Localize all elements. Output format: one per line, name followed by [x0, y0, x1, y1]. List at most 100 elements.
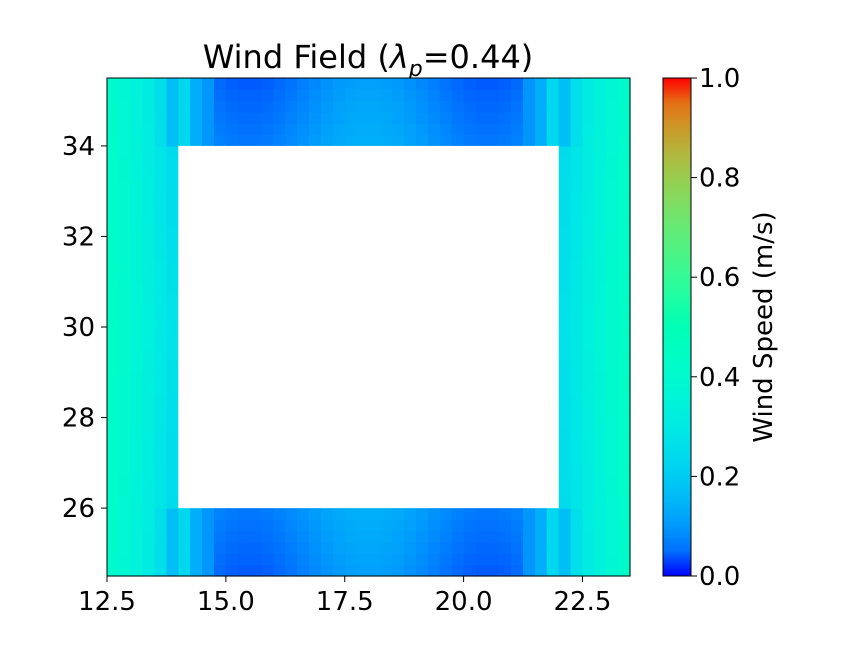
- heatmap-cell: [142, 100, 156, 113]
- heatmap-cell: [368, 542, 381, 554]
- heatmap-cell: [261, 78, 275, 90]
- heatmap-cell: [582, 202, 595, 215]
- heatmap-cell: [130, 360, 144, 373]
- heatmap-cell: [213, 89, 227, 102]
- heatmap-cell: [618, 111, 631, 124]
- heatmap-cell: [142, 236, 156, 249]
- heatmap-cell: [202, 111, 215, 124]
- heatmap-cell: [118, 111, 132, 124]
- heatmap-cell: [451, 508, 465, 521]
- heatmap-cell: [582, 236, 595, 249]
- heatmap-cell: [570, 485, 584, 498]
- heatmap-cell: [332, 89, 346, 102]
- heatmap-cell: [606, 134, 619, 147]
- heatmap-cell: [154, 236, 168, 249]
- heatmap-cell: [606, 100, 619, 113]
- heatmap-cell: [273, 530, 286, 543]
- heatmap-cell: [237, 564, 251, 577]
- heatmap-cell: [558, 179, 572, 192]
- heatmap-cell: [130, 123, 144, 136]
- heatmap-cell: [404, 123, 417, 136]
- heatmap-cell: [558, 372, 572, 385]
- heatmap-cell: [118, 372, 132, 385]
- heatmap-cell: [130, 542, 144, 554]
- heatmap-cell: [142, 542, 156, 554]
- heatmap-cell: [606, 564, 619, 577]
- heatmap-cell: [463, 553, 477, 566]
- heatmap-cell: [380, 134, 393, 147]
- heatmap-cell: [107, 157, 120, 170]
- heatmap-cell: [237, 100, 251, 113]
- heatmap-cell: [582, 428, 595, 441]
- heatmap-cell: [166, 372, 179, 385]
- heatmap-cell: [618, 100, 631, 113]
- heatmap-cell: [594, 451, 607, 464]
- heatmap-cell: [107, 111, 120, 124]
- heatmap-cell: [320, 100, 334, 113]
- heatmap-cell: [320, 508, 334, 521]
- heatmap-cell: [427, 134, 441, 147]
- heatmap-cell: [118, 485, 132, 498]
- heatmap-cell: [166, 270, 179, 283]
- x-tick-label: 15.0: [197, 587, 255, 617]
- heatmap-cell: [178, 553, 191, 566]
- heatmap-cell: [332, 123, 346, 136]
- heatmap-cell: [546, 564, 560, 577]
- heatmap-cell: [142, 145, 156, 158]
- heatmap-cell: [154, 111, 168, 124]
- heatmap-cell: [166, 440, 179, 453]
- heatmap-cell: [618, 360, 631, 373]
- heatmap-cell: [606, 349, 619, 362]
- heatmap-cell: [166, 519, 179, 532]
- heatmap-cell: [439, 542, 453, 554]
- heatmap-cell: [582, 508, 595, 521]
- heatmap-cell: [297, 111, 310, 124]
- heatmap-cell: [166, 451, 179, 464]
- heatmap-cell: [273, 134, 286, 147]
- heatmap-cell: [606, 496, 619, 509]
- heatmap-cell: [594, 428, 607, 441]
- heatmap-cell: [190, 564, 203, 577]
- heatmap-cell: [558, 157, 572, 170]
- heatmap-cell: [558, 134, 572, 147]
- heatmap-cell: [166, 542, 179, 554]
- heatmap-cell: [285, 542, 298, 554]
- heatmap-cell: [309, 508, 322, 521]
- heatmap-cell: [570, 179, 584, 192]
- heatmap-cell: [344, 530, 358, 543]
- heatmap-cell: [142, 564, 156, 577]
- heatmap-cell: [618, 168, 631, 181]
- colorbar-ticks: 0.0 0.2 0.4 0.6 0.8 1.0: [691, 64, 740, 592]
- heatmap-cell: [558, 281, 572, 294]
- heatmap-cell: [618, 338, 631, 351]
- heatmap-cell: [511, 519, 524, 532]
- heatmap-cell: [261, 530, 275, 543]
- heatmap-cell: [380, 542, 393, 554]
- heatmap-cell: [511, 530, 524, 543]
- heatmap-cell: [356, 100, 370, 113]
- heatmap-cell: [166, 111, 179, 124]
- heatmap-cell: [534, 123, 548, 136]
- heatmap-cell: [594, 553, 607, 566]
- heatmap-cell: [618, 327, 631, 339]
- heatmap-cell: [618, 440, 631, 453]
- heatmap-cell: [570, 315, 584, 328]
- y-tick-label: 26: [62, 494, 95, 524]
- heatmap-cell: [439, 111, 453, 124]
- heatmap-cell: [154, 100, 168, 113]
- heatmap-cell: [297, 530, 310, 543]
- heatmap-cell: [534, 89, 548, 102]
- heatmap-cell: [463, 111, 477, 124]
- heatmap-cell: [582, 134, 595, 147]
- heatmap-cell: [594, 191, 607, 204]
- heatmap-cell: [130, 474, 144, 487]
- y-tick-label: 30: [62, 313, 95, 343]
- heatmap-cell: [107, 519, 120, 532]
- heatmap-cell: [427, 123, 441, 136]
- heatmap-cell: [558, 327, 572, 339]
- heatmap-cell: [320, 89, 334, 102]
- heatmap-cell: [320, 553, 334, 566]
- heatmap-cell: [392, 123, 405, 136]
- heatmap-cell: [618, 213, 631, 226]
- heatmap-cell: [190, 89, 203, 102]
